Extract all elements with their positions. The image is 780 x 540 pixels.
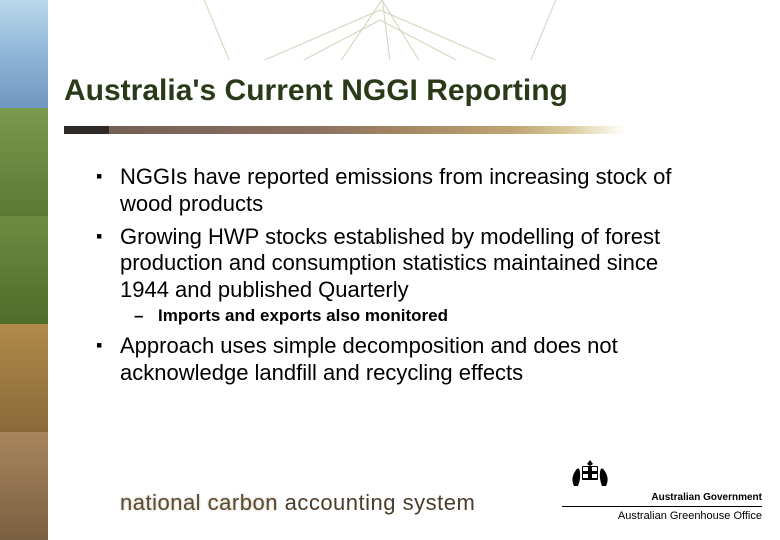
bullet-item: NGGIs have reported emissions from incre…	[90, 164, 700, 218]
strip-leaf	[0, 216, 48, 324]
sub-bullet-item: Imports and exports also monitored	[120, 306, 700, 327]
agency-label: Australian Greenhouse Office	[562, 510, 762, 522]
bullet-text: NGGIs have reported emissions from incre…	[120, 164, 671, 216]
slide-body: NGGIs have reported emissions from incre…	[90, 164, 700, 393]
strip-soil	[0, 324, 48, 432]
bullet-text: Approach uses simple decomposition and d…	[120, 333, 618, 385]
strip-leaf	[0, 108, 48, 216]
government-logo-block: Australian Government Australian Greenho…	[562, 452, 762, 532]
decorative-side-strip	[0, 0, 48, 540]
program-name-part-a: national carbon	[120, 490, 278, 515]
government-label: Australian Government	[562, 492, 762, 507]
sub-bullet-text: Imports and exports also monitored	[158, 306, 448, 325]
program-name: national carbon accounting system	[120, 490, 475, 516]
bullet-item: Growing HWP stocks established by modell…	[90, 224, 700, 327]
footer: national carbon accounting system Austra…	[0, 482, 780, 540]
program-name-part-b: accounting system	[285, 490, 476, 515]
title-underline	[64, 126, 624, 134]
bullet-text: Growing HWP stocks established by modell…	[120, 224, 660, 303]
slide-title: Australia's Current NGGI Reporting	[64, 74, 568, 108]
leaf-veins-decoration	[0, 0, 780, 60]
coat-of-arms-icon	[568, 456, 612, 492]
bullet-item: Approach uses simple decomposition and d…	[90, 333, 700, 387]
strip-sky	[0, 0, 48, 108]
